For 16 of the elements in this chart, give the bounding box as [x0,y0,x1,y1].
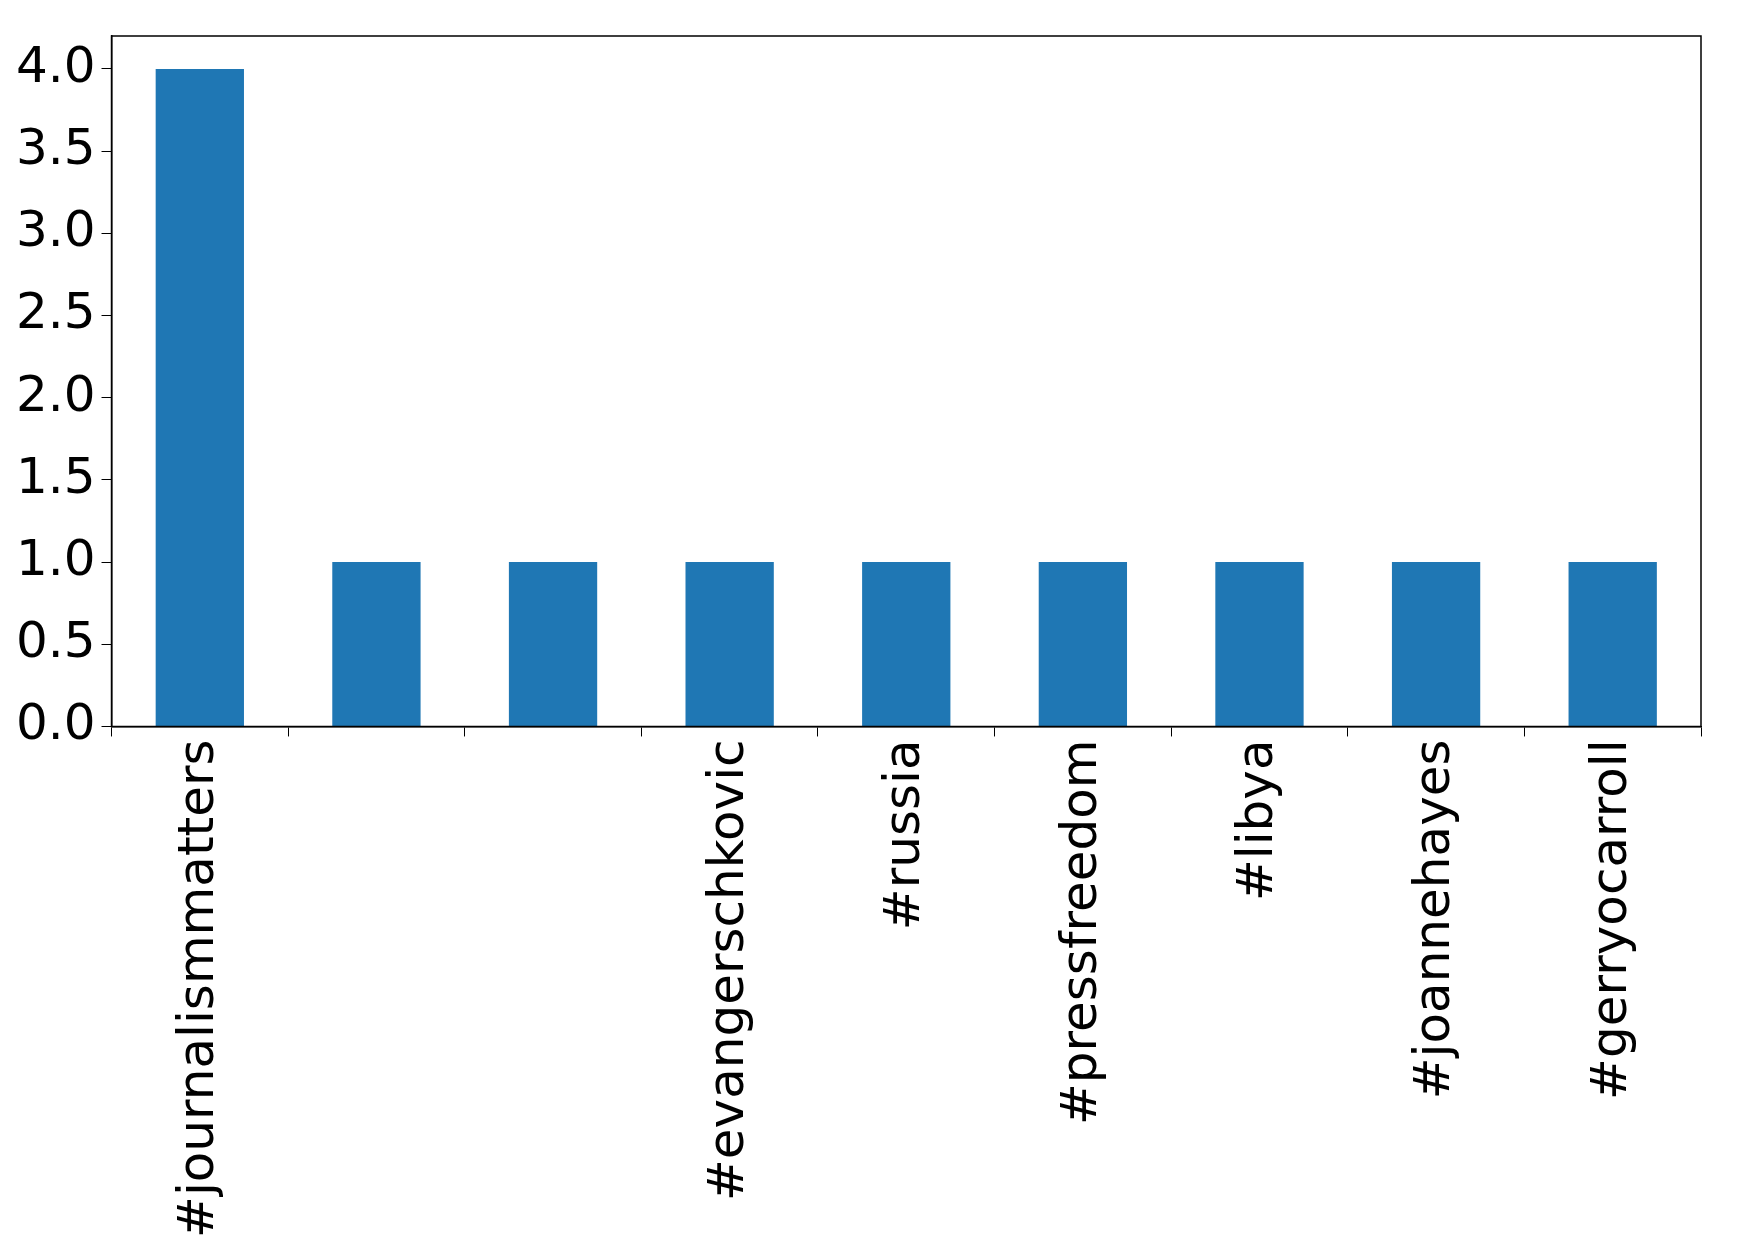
y-tick-label: 1.0 [15,529,96,588]
x-tick-label: #joannehayes [1403,739,1462,1100]
y-tick-label: 0.0 [15,693,96,752]
x-tick-label: #evangerschkovic [696,739,755,1202]
y-tick-label: 2.0 [15,364,96,423]
x-tick-label: #journalismmatters [166,739,225,1239]
x-tick-label: #libya [1226,739,1285,902]
y-tick-label: 4.0 [15,35,96,94]
x-tick-label: #gerryocarroll [1579,739,1638,1100]
y-tick-label: 3.0 [15,200,96,259]
y-tick-label: 2.5 [15,282,96,341]
y-tick-label: 1.5 [15,446,96,505]
x-tick-label: #pressfreedom [1049,739,1108,1126]
x-tick-label: #russia [873,739,932,931]
y-tick-label: 0.5 [15,611,96,670]
y-tick-label: 3.5 [15,118,96,177]
